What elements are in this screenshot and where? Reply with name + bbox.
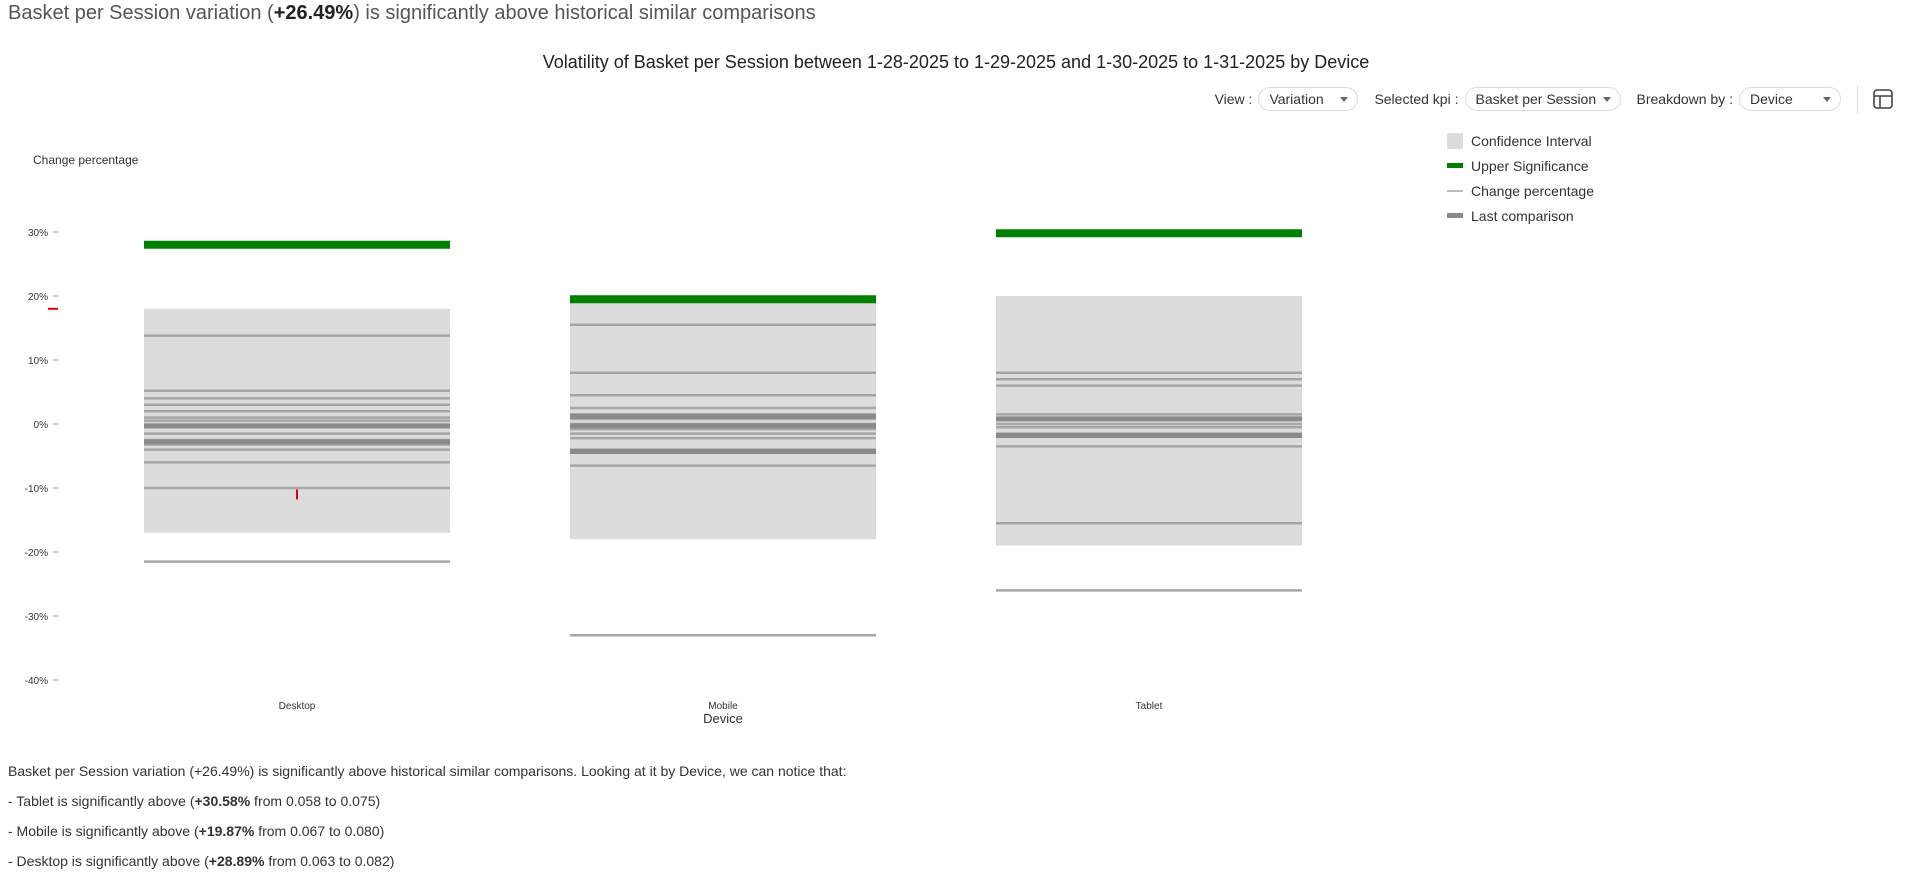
summary-intro: Basket per Session variation (+26.49%) i… [8,763,847,779]
y-tick-label: 0% [34,420,49,431]
breakdown-label: Breakdown by : [1636,91,1734,107]
summary-item-suffix: from 0.067 to 0.080) [254,823,385,839]
summary-item-mobile: - Mobile is significantly above (+19.87%… [8,822,846,852]
summary-item-prefix: - Desktop is significantly above ( [8,853,209,869]
kpi-select-value: Basket per Session [1475,91,1597,107]
breakdown-select[interactable]: Device [1739,87,1841,111]
summary-item-value: +28.89% [208,853,265,869]
legend-label-change: Change percentage [1471,182,1594,199]
legend-item-upper-significance[interactable]: Upper Significance [1447,153,1594,178]
chevron-down-icon [1602,97,1611,102]
legend-label-last: Last comparison [1471,207,1574,224]
x-tick-label: Desktop [279,701,316,712]
legend-item-confidence-interval[interactable]: Confidence Interval [1447,128,1594,153]
legend-swatch-last [1447,213,1463,218]
volatility-chart: Change percentage 30% 20% 10% 0% -10% -20% -30%… [25,153,1302,726]
legend-label-confidence: Confidence Interval [1471,132,1592,149]
summary-item-suffix: from 0.063 to 0.082) [264,853,395,869]
y-tick-label: 30% [28,228,48,239]
headline-suffix: ) is significantly above historical simi… [353,2,816,24]
headline-prefix: Basket per Session variation ( [8,2,274,24]
y-tick-label: 10% [28,356,48,367]
legend-item-change-percentage[interactable]: Change percentage [1447,178,1594,203]
legend-swatch-upper [1447,163,1463,168]
confidence-interval-band[interactable] [570,302,876,540]
summary-item-prefix: - Tablet is significantly above ( [8,793,195,809]
y-tick-label: 20% [28,292,48,303]
kpi-label: Selected kpi : [1374,91,1459,107]
kpi-select[interactable]: Basket per Session [1464,87,1621,111]
legend-swatch-confidence [1447,132,1463,149]
summary-item-desktop: - Desktop is significantly above (+28.89… [8,852,846,882]
summary-item-prefix: - Mobile is significantly above ( [8,823,199,839]
chart-legend: Confidence Interval Upper Significance C… [1447,128,1594,228]
y-tick-label: -10% [25,484,48,495]
summary-item-tablet: - Tablet is significantly above (+30.58%… [8,792,846,822]
x-tick-label: Mobile [708,701,738,712]
headline: Basket per Session variation (+26.49%) i… [8,2,816,25]
x-axis-title: Device [703,711,743,726]
summary-item-value: +30.58% [194,793,251,809]
view-label: View : [1214,91,1253,107]
divider [1857,85,1858,113]
y-tick-label: -40% [25,676,48,687]
legend-item-last-comparison[interactable]: Last comparison [1447,203,1594,228]
chart-controls: View : Variation Selected kpi : Basket p… [1215,85,1894,113]
summary-text: Basket per Session variation (+26.49%) i… [8,762,846,882]
legend-label-upper: Upper Significance [1471,157,1589,174]
y-axis-title: Change percentage [33,153,139,167]
headline-value: +26.49% [273,2,354,24]
x-tick-label: Tablet [1136,701,1163,712]
chevron-down-icon [1340,97,1349,102]
summary-item-suffix: from 0.058 to 0.075) [250,793,381,809]
summary-item-value: +19.87% [198,823,255,839]
y-tick-label: -20% [25,548,48,559]
chevron-down-icon [1823,97,1831,102]
table-icon[interactable] [1872,88,1894,110]
legend-swatch-change [1447,189,1463,192]
y-tick-label: -30% [25,612,48,623]
view-select[interactable]: Variation [1258,87,1359,111]
breakdown-select-value: Device [1750,91,1793,107]
view-select-value: Variation [1269,91,1324,107]
chart-title: Volatility of Basket per Session between… [542,52,1370,72]
